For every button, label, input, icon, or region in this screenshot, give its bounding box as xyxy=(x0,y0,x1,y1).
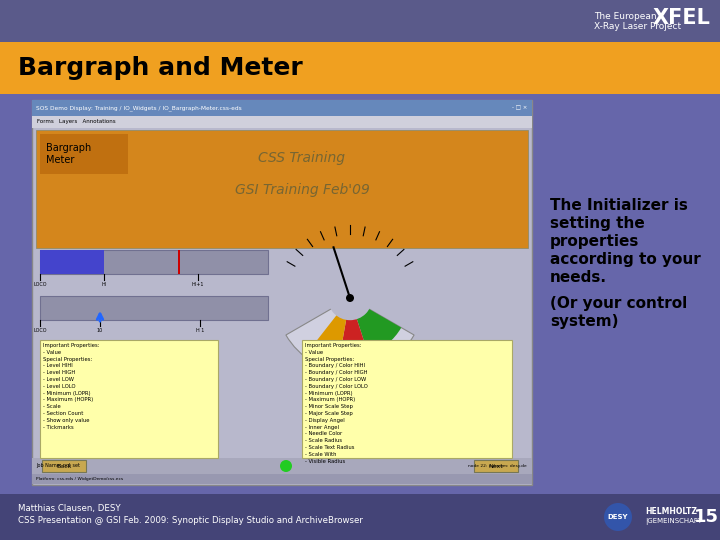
Bar xyxy=(474,460,518,472)
Bar xyxy=(40,340,218,458)
Bar xyxy=(0,0,720,42)
Bar xyxy=(40,250,104,274)
Wedge shape xyxy=(313,298,350,356)
Text: CSS Presentation @ GSI Feb. 2009: Synoptic Display Studio and ArchiveBrowser: CSS Presentation @ GSI Feb. 2009: Synopt… xyxy=(18,516,363,525)
Text: |GEMEINSCHAFT: |GEMEINSCHAFT xyxy=(645,518,702,525)
Text: LOCO: LOCO xyxy=(33,328,47,333)
Text: LOCO: LOCO xyxy=(33,282,47,287)
Bar xyxy=(32,458,532,474)
Text: The Initializer is: The Initializer is xyxy=(550,198,688,213)
Bar xyxy=(178,250,180,274)
Text: HELMHOLTZ: HELMHOLTZ xyxy=(645,507,697,516)
Bar xyxy=(0,494,720,540)
Text: Forms   Layers   Annotations: Forms Layers Annotations xyxy=(37,119,116,125)
Circle shape xyxy=(346,294,354,302)
Text: H 1: H 1 xyxy=(196,328,204,333)
Text: 15: 15 xyxy=(693,508,719,526)
Bar xyxy=(40,250,268,274)
Text: setting the: setting the xyxy=(550,216,644,231)
Text: Job Name: not set: Job Name: not set xyxy=(36,463,80,469)
Text: properties: properties xyxy=(550,234,639,249)
Wedge shape xyxy=(286,298,414,372)
Text: needs.: needs. xyxy=(550,270,607,285)
Text: XFEL: XFEL xyxy=(653,8,711,28)
Bar xyxy=(40,296,268,320)
Text: SOS Demo Display: Training / IO_Widgets / IO_Bargraph-Meter.css-eds: SOS Demo Display: Training / IO_Widgets … xyxy=(36,105,242,111)
Text: The European: The European xyxy=(594,12,657,21)
Text: Bargraph and Meter: Bargraph and Meter xyxy=(18,56,302,80)
Text: HI: HI xyxy=(102,282,107,287)
Bar xyxy=(36,130,528,248)
Circle shape xyxy=(280,460,292,472)
Text: 10: 10 xyxy=(97,328,103,333)
Bar xyxy=(42,460,86,472)
Bar xyxy=(32,100,532,485)
Text: Back: Back xyxy=(56,463,72,469)
Text: Matthias Clausen, DESY: Matthias Clausen, DESY xyxy=(18,504,121,513)
Text: Important Properties:
- Value
Special Properties:
- Boundary / Color HIHI
- Boun: Important Properties: - Value Special Pr… xyxy=(305,343,368,464)
Text: Platform: css.eds / WidgetDemo/css.ecs: Platform: css.eds / WidgetDemo/css.ecs xyxy=(36,477,123,481)
Text: Important Properties:
- Value
Special Properties:
- Level HIHI
- Level HIGH
- Le: Important Properties: - Value Special Pr… xyxy=(43,343,99,430)
Wedge shape xyxy=(350,298,401,354)
Text: node 22: xylocom: desy.de: node 22: xylocom: desy.de xyxy=(468,464,527,468)
Text: system): system) xyxy=(550,314,618,329)
Wedge shape xyxy=(340,298,369,357)
Text: GSI Training Feb'09: GSI Training Feb'09 xyxy=(235,183,369,197)
Bar xyxy=(0,42,720,94)
Bar xyxy=(0,94,720,494)
Bar xyxy=(40,134,128,174)
Bar xyxy=(302,340,512,458)
Text: X-Ray Laser Project: X-Ray Laser Project xyxy=(594,22,681,31)
Text: according to your: according to your xyxy=(550,252,701,267)
Text: DESY: DESY xyxy=(608,514,629,520)
Circle shape xyxy=(328,276,372,320)
Text: Bargraph
Meter: Bargraph Meter xyxy=(46,143,91,165)
Text: CSS Training: CSS Training xyxy=(258,151,346,165)
Text: - □ ×: - □ × xyxy=(512,105,527,111)
Text: (Or your control: (Or your control xyxy=(550,296,688,311)
Circle shape xyxy=(604,503,632,531)
Text: Next: Next xyxy=(489,463,503,469)
Bar xyxy=(32,100,532,116)
Bar xyxy=(32,474,532,484)
Bar xyxy=(32,116,532,128)
Text: HI+1: HI+1 xyxy=(192,282,204,287)
